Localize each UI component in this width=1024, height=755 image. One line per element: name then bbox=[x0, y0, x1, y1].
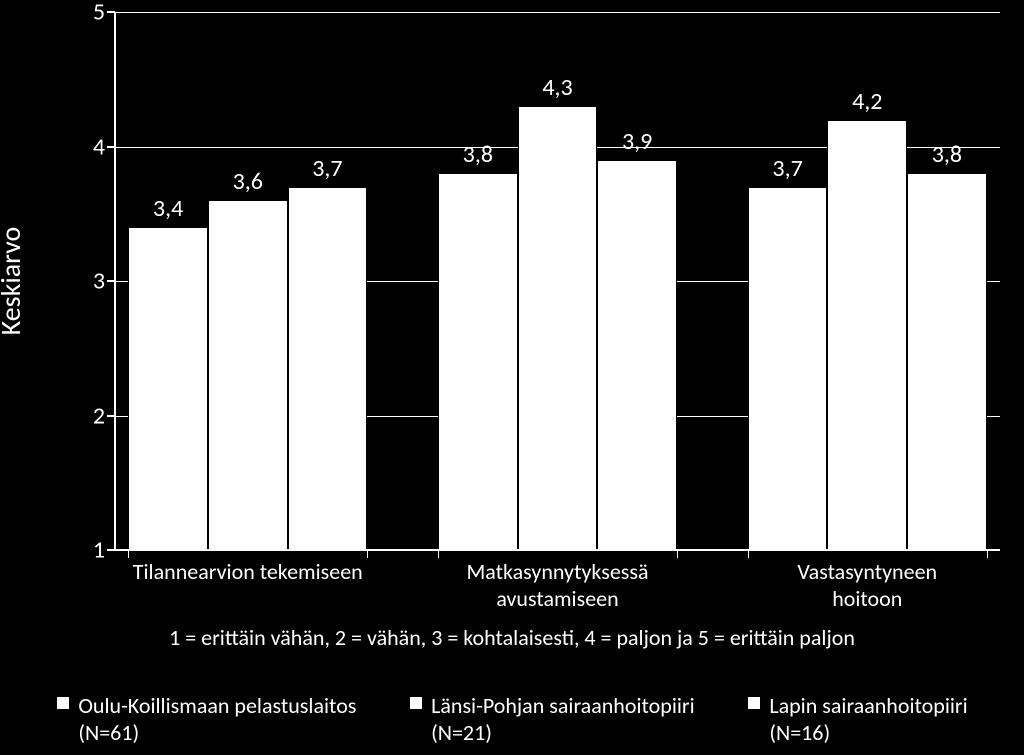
category-label: Vastasyntyneen hoitoon bbox=[797, 558, 937, 612]
y-axis-line bbox=[114, 12, 116, 550]
legend-label: Oulu-Koillismaan pelastuslaitos (N=61) bbox=[78, 692, 356, 746]
bar-value-label: 3,9 bbox=[622, 127, 652, 156]
x-tick-mark bbox=[128, 550, 129, 558]
y-tick-label: 1 bbox=[93, 536, 105, 565]
bar-value-label: 3,8 bbox=[463, 140, 493, 169]
bar-value-label: 4,2 bbox=[852, 87, 882, 116]
legend-swatch bbox=[56, 696, 70, 710]
legend-item: Lapin sairaanhoitopiiri (N=16) bbox=[747, 692, 967, 746]
chart-container: 1 2 3 4 5 Tilannearvion tekemiseen 3,4 3,6 3,7 M… bbox=[0, 0, 1024, 755]
x-tick-mark bbox=[438, 550, 439, 558]
bar-value-label: 3,7 bbox=[312, 154, 342, 183]
legend-label: Lapin sairaanhoitopiiri (N=16) bbox=[769, 692, 967, 746]
category-label: Tilannearvion tekemiseen bbox=[133, 558, 363, 585]
legend-item: Länsi-Pohjan sairaanhoitopiiri (N=21) bbox=[409, 692, 695, 746]
bar-value-label: 3,8 bbox=[932, 140, 962, 169]
x-tick-mark bbox=[677, 550, 678, 558]
x-tick-mark bbox=[367, 550, 368, 558]
legend-label: Länsi-Pohjan sairaanhoitopiiri (N=21) bbox=[431, 692, 695, 746]
legend-swatch bbox=[747, 696, 761, 710]
legend-item: Oulu-Koillismaan pelastuslaitos (N=61) bbox=[56, 692, 356, 746]
scale-note: 1 = erittäin vähän, 2 = vähän, 3 = kohta… bbox=[169, 624, 855, 651]
bar-value-label: 4,3 bbox=[542, 73, 572, 102]
legend-swatch bbox=[409, 696, 423, 710]
y-tick-label: 5 bbox=[93, 0, 105, 27]
bar-value-label: 3,6 bbox=[233, 167, 263, 196]
bar-value-label: 3,7 bbox=[772, 154, 802, 183]
y-tick-label: 4 bbox=[93, 132, 105, 161]
category-label: Matkasynnytyksessä avustamiseen bbox=[466, 558, 648, 612]
x-axis-line bbox=[115, 549, 1000, 551]
x-tick-mark bbox=[748, 550, 749, 558]
y-tick-label: 3 bbox=[93, 267, 105, 296]
bar-value-label: 3,4 bbox=[153, 194, 183, 223]
x-tick-mark bbox=[987, 550, 988, 558]
plot-area: 12345 Tilannearvion tekemiseen3,43,63,7M… bbox=[115, 12, 1000, 550]
legend: Oulu-Koillismaan pelastuslaitos (N=61) Lä… bbox=[0, 692, 1024, 746]
labels-layer: Tilannearvion tekemiseen3,43,63,7Matkasy… bbox=[115, 12, 1000, 550]
y-tick-label: 2 bbox=[93, 401, 105, 430]
y-axis-title: Keskiarvo bbox=[0, 227, 28, 336]
